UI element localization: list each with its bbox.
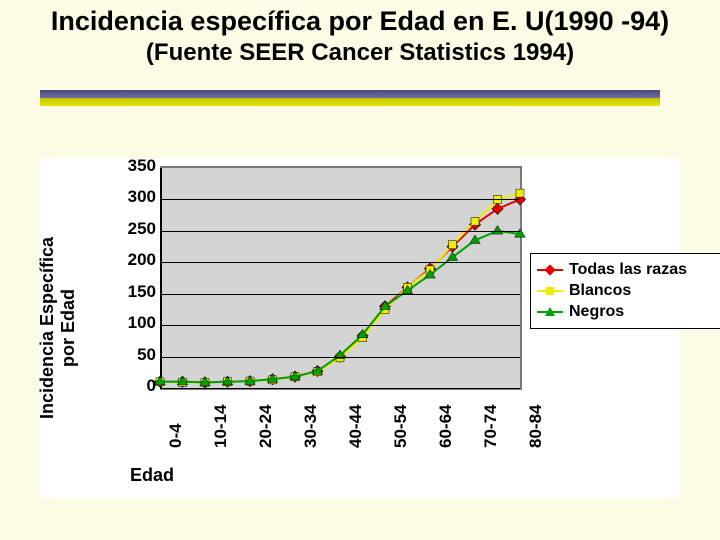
ytick-label: 200 (114, 250, 156, 270)
series-marker (516, 189, 524, 197)
gridline (160, 262, 520, 263)
xtick-label: 50-54 (391, 405, 411, 448)
plot-area (160, 166, 522, 390)
xtick-label: 0-4 (166, 423, 186, 448)
xtick-label: 80-84 (526, 405, 546, 448)
xtick-label: 20-24 (256, 405, 276, 448)
legend-label: Blancos (569, 282, 631, 300)
xaxis-title: Edad (130, 465, 174, 486)
series-marker (449, 241, 457, 249)
ytick-label: 100 (114, 313, 156, 333)
chart-svg (160, 168, 520, 388)
legend-swatch (537, 263, 563, 277)
legend-item: Negros (537, 303, 720, 321)
xtick-label: 70-74 (481, 405, 501, 448)
series-marker (492, 226, 503, 235)
gridline (160, 388, 520, 389)
yaxis-title: Incidencia Específica por Edad (37, 198, 79, 458)
ytick-label: 250 (114, 219, 156, 239)
page-subtitle: (Fuente SEER Cancer Statistics 1994) (0, 39, 720, 67)
gridline (160, 294, 520, 295)
legend-label: Todas las razas (569, 261, 687, 279)
ytick-label: 300 (114, 187, 156, 207)
gridline (160, 231, 520, 232)
legend-swatch (537, 305, 563, 319)
page-title: Incidencia específica por Edad en E. U(1… (0, 0, 720, 37)
legend: Todas las razas Blancos Negros (530, 253, 720, 329)
legend-label: Negros (569, 303, 624, 321)
ytick-label: 50 (114, 345, 156, 365)
xtick-label: 60-64 (436, 405, 456, 448)
legend-item: Todas las razas (537, 261, 720, 279)
gridline (160, 199, 520, 200)
series-marker (471, 217, 479, 225)
gridline (160, 325, 520, 326)
ytick-label: 350 (114, 156, 156, 176)
ytick-label: 0 (114, 376, 156, 396)
chart-panel: Incidencia Específica por Edad Edad Toda… (40, 158, 680, 498)
decorative-bar (40, 90, 660, 108)
ytick-label: 150 (114, 282, 156, 302)
xtick-label: 30-34 (301, 405, 321, 448)
gridline (160, 357, 520, 358)
legend-swatch (537, 284, 563, 298)
xtick-label: 10-14 (211, 405, 231, 448)
xtick-label: 40-44 (346, 405, 366, 448)
legend-item: Blancos (537, 282, 720, 300)
